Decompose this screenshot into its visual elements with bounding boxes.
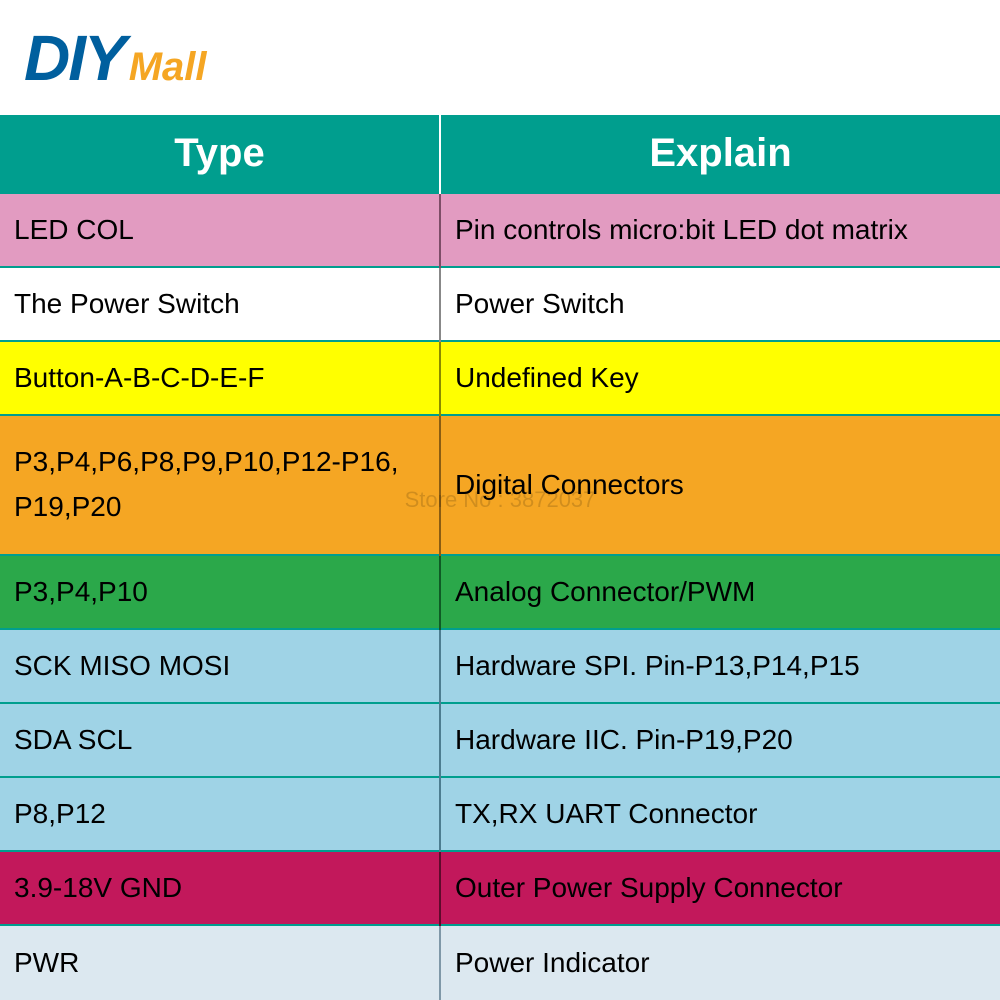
logo-diy-text: DIY [24,21,125,95]
cell-type: Button-A-B-C-D-E-F [0,341,440,415]
header-explain: Explain [440,115,1000,193]
cell-explain: Digital Connectors [440,415,1000,555]
cell-explain: Analog Connector/PWM [440,555,1000,629]
cell-type: P3,P4,P6,P8,P9,P10,P12-P16, P19,P20 [0,415,440,555]
cell-type: PWR [0,925,440,1000]
table-row: P3,P4,P6,P8,P9,P10,P12-P16, P19,P20Digit… [0,415,1000,555]
cell-explain: Hardware IIC. Pin-P19,P20 [440,703,1000,777]
cell-type: P3,P4,P10 [0,555,440,629]
table-row: 3.9-18V GNDOuter Power Supply Connector [0,851,1000,925]
cell-explain: Undefined Key [440,341,1000,415]
cell-explain: Outer Power Supply Connector [440,851,1000,925]
cell-type: LED COL [0,193,440,267]
table-body: LED COLPin controls micro:bit LED dot ma… [0,193,1000,1000]
header-type: Type [0,115,440,193]
table-row: LED COLPin controls micro:bit LED dot ma… [0,193,1000,267]
cell-explain: Power Indicator [440,925,1000,1000]
cell-explain: TX,RX UART Connector [440,777,1000,851]
table-row: SCK MISO MOSIHardware SPI. Pin-P13,P14,P… [0,629,1000,703]
cell-explain: Hardware SPI. Pin-P13,P14,P15 [440,629,1000,703]
page: DIY Mall Type Explain LED COLPin control… [0,0,1000,1000]
cell-type: The Power Switch [0,267,440,341]
cell-type: SCK MISO MOSI [0,629,440,703]
table-row: P8,P12TX,RX UART Connector [0,777,1000,851]
table-row: P3,P4,P10Analog Connector/PWM [0,555,1000,629]
cell-type: SDA SCL [0,703,440,777]
logo-mall-text: Mall [129,45,207,90]
table-header-row: Type Explain [0,115,1000,193]
cell-type: 3.9-18V GND [0,851,440,925]
table-row: Button-A-B-C-D-E-FUndefined Key [0,341,1000,415]
cell-explain: Power Switch [440,267,1000,341]
cell-explain: Pin controls micro:bit LED dot matrix [440,193,1000,267]
table-row: The Power SwitchPower Switch [0,267,1000,341]
pinout-table: Type Explain LED COLPin controls micro:b… [0,115,1000,1000]
logo: DIY Mall [24,21,206,95]
table-row: SDA SCLHardware IIC. Pin-P19,P20 [0,703,1000,777]
logo-area: DIY Mall [0,0,1000,115]
cell-type: P8,P12 [0,777,440,851]
table-row: PWRPower Indicator [0,925,1000,1000]
